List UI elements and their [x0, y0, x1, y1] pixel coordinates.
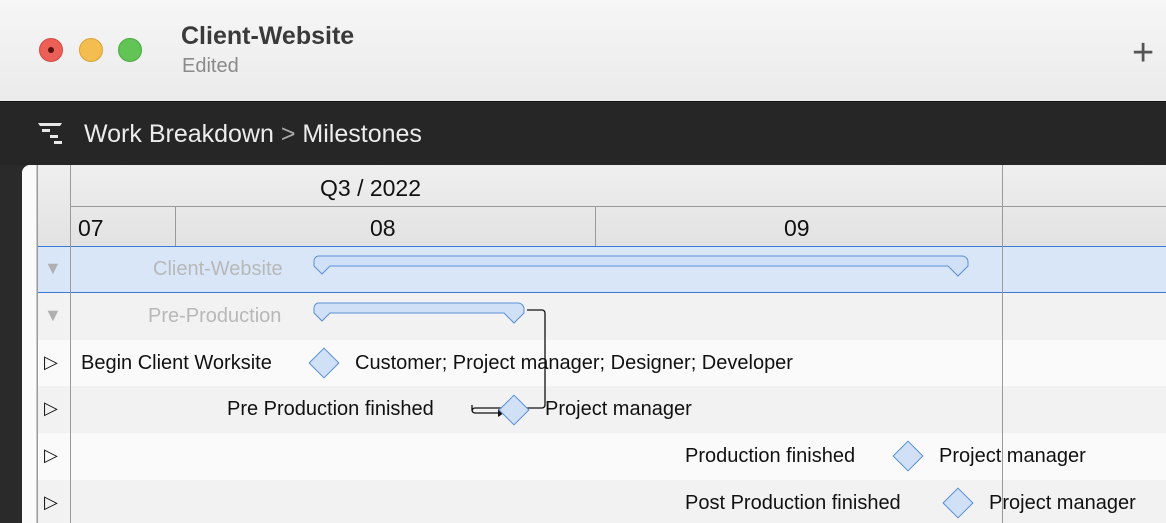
- disclosure-collapsed-icon[interactable]: ▷: [44, 492, 58, 512]
- breadcrumb: Work Breakdown > Milestones: [84, 120, 422, 149]
- breadcrumb-work-breakdown[interactable]: Work Breakdown: [84, 120, 274, 148]
- milestone-resources: Customer; Project manager; Designer; Dev…: [355, 352, 793, 374]
- table-row[interactable]: [37, 433, 1166, 480]
- task-name: Client-Website: [153, 258, 283, 280]
- milestone-name: Pre Production finished: [227, 398, 434, 420]
- milestone-name: Post Production finished: [685, 492, 901, 514]
- toolbar: [0, 103, 1166, 165]
- zoom-button[interactable]: [118, 38, 142, 62]
- summary-bar[interactable]: [312, 255, 972, 283]
- table-row[interactable]: [37, 480, 1166, 523]
- plus-icon[interactable]: +: [1132, 32, 1155, 74]
- milestone-resources: Project manager: [545, 398, 692, 420]
- milestone-name: Production finished: [685, 445, 856, 467]
- disclosure-collapsed-icon[interactable]: ▷: [44, 352, 58, 372]
- disclosure-expanded-icon[interactable]: ▼: [44, 305, 62, 325]
- minimize-button[interactable]: [79, 38, 103, 62]
- close-button[interactable]: [39, 38, 63, 62]
- disclosure-collapsed-icon[interactable]: ▷: [44, 445, 58, 465]
- disclosure-expanded-icon[interactable]: ▼: [44, 258, 62, 278]
- table-row[interactable]: [37, 386, 1166, 433]
- milestone-resources: Project manager: [989, 492, 1136, 514]
- timeline-header: [37, 165, 1166, 246]
- gantt-panel: Q3 / 2022 07 08 09 ▼ Client-Website ▼ Pr…: [22, 165, 1166, 523]
- breadcrumb-milestones[interactable]: Milestones: [302, 120, 422, 148]
- panel-edge: [22, 165, 37, 523]
- month-label: 07: [78, 215, 104, 241]
- table-row[interactable]: [37, 293, 1166, 340]
- disclosure-collapsed-icon[interactable]: ▷: [44, 398, 58, 418]
- task-name: Pre-Production: [148, 305, 282, 327]
- summary-bar[interactable]: [312, 302, 528, 330]
- window-subtitle: Edited: [182, 55, 239, 77]
- outline-hierarchy-icon[interactable]: [36, 120, 68, 146]
- window-title: Client-Website: [181, 22, 355, 50]
- table-row-selected[interactable]: [37, 246, 1166, 293]
- table-row[interactable]: [37, 340, 1166, 387]
- milestone-resources: Project manager: [939, 445, 1086, 467]
- quarter-label: Q3 / 2022: [320, 175, 422, 201]
- title-bar: [0, 0, 1166, 102]
- month-label: 09: [784, 215, 810, 241]
- breadcrumb-separator: >: [280, 120, 296, 148]
- month-label: 08: [370, 215, 396, 241]
- milestone-name: Begin Client Worksite: [81, 352, 272, 374]
